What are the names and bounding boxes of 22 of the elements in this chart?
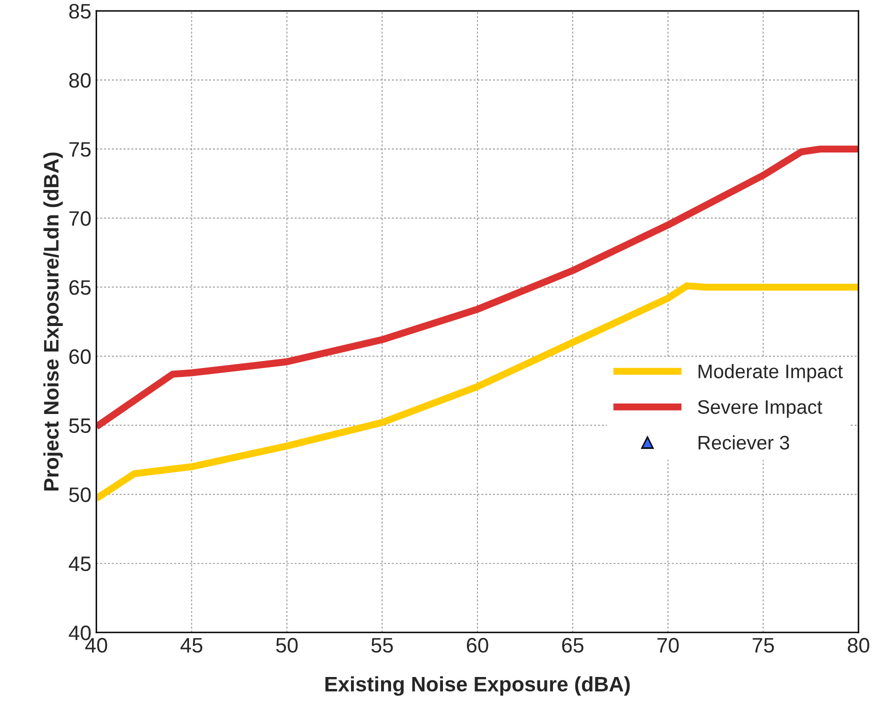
x-tick-label: 65	[562, 638, 584, 653]
x-tick-label: 45	[180, 638, 202, 653]
y-tick-label: 75	[69, 142, 91, 157]
y-tick-label: 85	[69, 4, 91, 19]
y-tick-label: 70	[69, 211, 91, 226]
y-tick-label: 55	[69, 418, 91, 434]
y-tick-label: 60	[69, 349, 91, 364]
y-tick-label: 45	[68, 556, 91, 572]
legend-label: Moderate Impact	[698, 364, 843, 382]
legend-label: Reciever 3	[698, 435, 790, 450]
x-tick-label: 75	[752, 638, 774, 653]
x-axis-title: Existing Noise Exposure (dBA)	[325, 676, 630, 696]
y-tick-label: 65	[69, 280, 91, 295]
x-tick-label: 50	[276, 638, 298, 653]
x-tick-label: 80	[848, 638, 870, 653]
x-tick-label: 70	[657, 638, 679, 653]
legend-label: Severe Impact	[698, 400, 822, 418]
x-tick-label: 60	[466, 638, 488, 653]
y-axis-title: Project Noise Exposure/Ldn (dBA)	[43, 152, 63, 490]
x-tick-label: 55	[371, 638, 393, 653]
y-tick-label: 80	[69, 72, 91, 88]
y-tick-label: 50	[69, 487, 91, 502]
